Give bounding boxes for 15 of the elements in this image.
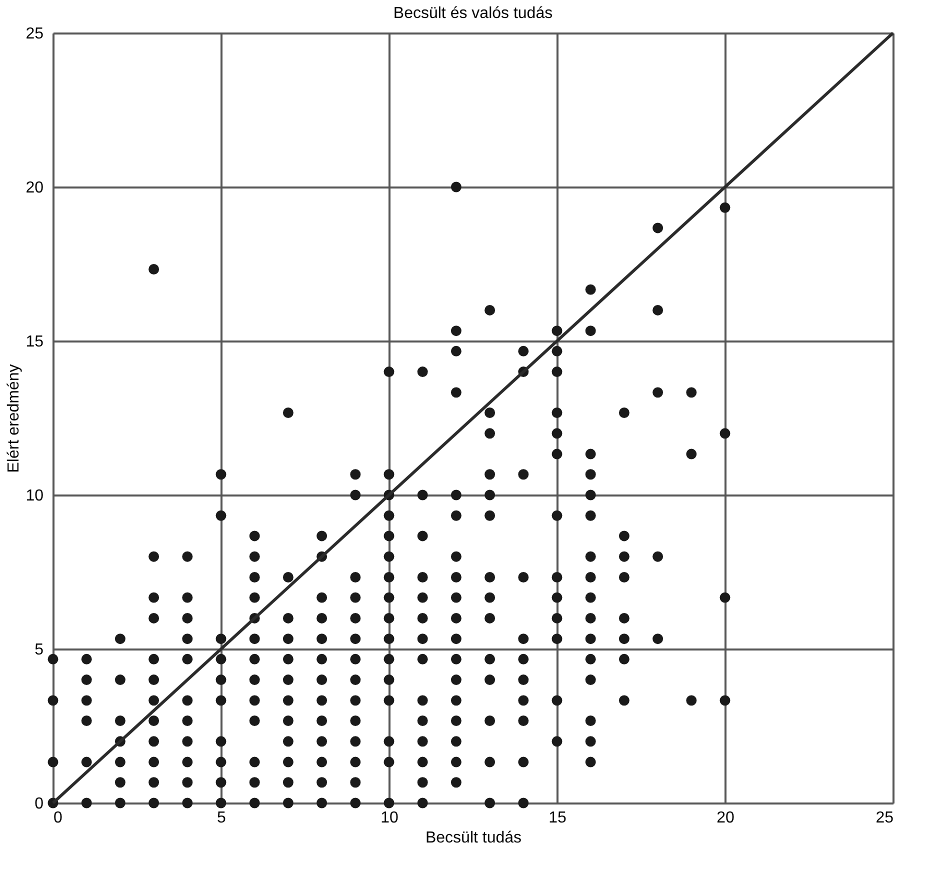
y-axis-title: Elért eredmény — [6, 364, 23, 473]
y-tick-label: 20 — [26, 180, 44, 196]
x-tick-label: 0 — [54, 810, 62, 826]
y-tick-label: 15 — [26, 334, 44, 350]
y-tick-label: 25 — [26, 26, 44, 42]
chart-title: Becsült és valós tudás — [393, 5, 553, 22]
x-tick-label: 5 — [217, 810, 226, 826]
y-tick-label: 5 — [34, 642, 44, 658]
x-tick-label: 15 — [548, 810, 566, 826]
y-tick-label: 0 — [34, 796, 44, 812]
x-tick-label: 10 — [380, 810, 398, 826]
y-tick-label: 10 — [26, 488, 44, 504]
x-tick-label: 20 — [716, 810, 734, 826]
x-axis-title: Becsült tudás — [425, 830, 522, 846]
x-tick-label: 25 — [876, 810, 894, 826]
